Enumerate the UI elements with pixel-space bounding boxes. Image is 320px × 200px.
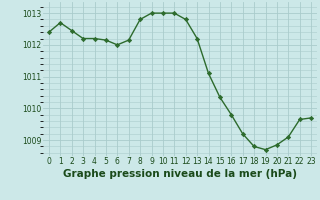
X-axis label: Graphe pression niveau de la mer (hPa): Graphe pression niveau de la mer (hPa) [63,169,297,179]
